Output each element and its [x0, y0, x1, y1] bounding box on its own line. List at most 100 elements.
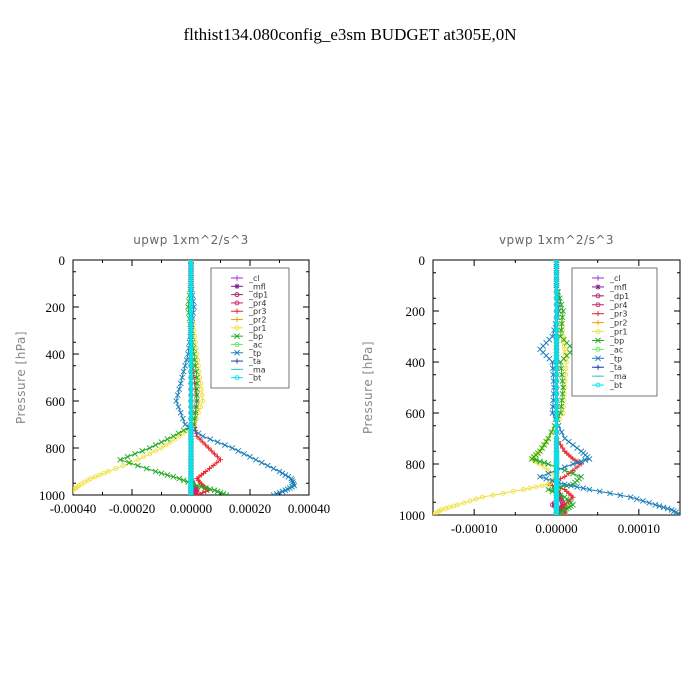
series-point [677, 512, 680, 515]
series-point [554, 295, 559, 301]
y-axis-label: Pressure [hPa] [14, 331, 28, 424]
series-point [554, 302, 559, 308]
series-point [627, 494, 634, 501]
series-point [276, 489, 283, 495]
series-point [252, 456, 259, 463]
series-point [153, 448, 159, 454]
series-point [188, 470, 194, 476]
legend-marker [595, 337, 601, 344]
legend-marker [234, 375, 240, 381]
series-point [247, 453, 253, 460]
series-point [120, 463, 126, 469]
series-point [562, 474, 568, 480]
vpwp-panel: vpwp 1xm^2/s^3 Pressure [hPa] 0 200 400 600 80… [361, 233, 681, 536]
series-point [537, 458, 543, 465]
series-point [188, 263, 194, 269]
legend-label: _pr4 [609, 301, 627, 310]
series-point [559, 378, 566, 385]
series-point [561, 464, 568, 471]
legend-label: _bp [248, 332, 263, 341]
series-point [652, 501, 659, 508]
series-point [473, 496, 479, 502]
y-tick-label: 400 [46, 347, 66, 362]
series-point [282, 472, 289, 478]
series-point [196, 369, 202, 375]
series-point [554, 467, 559, 473]
series-point [554, 480, 559, 485]
series-point [199, 433, 206, 440]
legend-label: _dp1 [248, 291, 268, 300]
legend-label: _mfl [248, 282, 266, 291]
series-point [195, 363, 201, 369]
series-point [548, 429, 555, 436]
series-point [559, 314, 566, 321]
series-point [545, 461, 552, 467]
series-point [554, 404, 559, 410]
series-point [554, 439, 559, 445]
series-point [198, 380, 204, 386]
series-point [554, 461, 559, 467]
series-point [537, 473, 543, 480]
legend-label: _tp [248, 349, 261, 358]
series-point [188, 357, 194, 363]
series-point [640, 498, 646, 504]
series-point [210, 463, 216, 469]
series-point [270, 465, 277, 472]
series-point [183, 356, 190, 363]
legend-label: _cl [609, 274, 621, 283]
legend-marker [595, 302, 601, 308]
legend-marker [234, 308, 240, 314]
series-point [554, 308, 559, 314]
y-tick-label: 1000 [399, 508, 425, 523]
series-point [561, 343, 567, 349]
legend-label: _pr3 [609, 310, 627, 319]
series-point [179, 374, 186, 381]
series-point [188, 275, 194, 281]
x-tick-label: 0.00000 [170, 501, 212, 516]
legend-label: _pr2 [609, 319, 627, 328]
series-point [527, 485, 533, 491]
series-point [143, 465, 150, 472]
series-point [170, 433, 177, 440]
legend-label: _cl [248, 274, 260, 283]
series-point [188, 427, 194, 433]
x-tick-label: 0.00040 [288, 501, 330, 516]
series-point [563, 359, 569, 365]
series-point [554, 334, 559, 339]
series-point [557, 359, 564, 365]
series-point [188, 316, 194, 322]
series-point [554, 359, 559, 365]
series-point [521, 487, 527, 492]
series-point [554, 436, 559, 441]
series-point [65, 493, 69, 497]
series-point [188, 492, 194, 495]
series-point [554, 337, 559, 343]
series-point [586, 455, 593, 462]
series-point [570, 467, 576, 473]
series-point [105, 469, 111, 474]
series-point [565, 438, 572, 445]
legend-marker [234, 349, 240, 356]
series-point [211, 487, 218, 494]
series-point [675, 510, 680, 515]
series-point [558, 429, 565, 436]
series-point [563, 372, 569, 378]
series-point [124, 453, 131, 460]
series-point [554, 442, 559, 448]
series-point [175, 403, 182, 410]
series-point [554, 512, 559, 515]
y-tick-label: 400 [406, 355, 426, 370]
series-point [217, 489, 224, 495]
series-point [188, 448, 194, 454]
series-point [214, 460, 220, 466]
series-point [188, 445, 194, 451]
series-point [188, 474, 194, 480]
series-point [188, 398, 194, 404]
legend-label: _ac [609, 345, 623, 354]
series-point [152, 442, 159, 448]
series-point [559, 390, 566, 397]
series-point [554, 327, 559, 333]
series-point [582, 457, 589, 464]
series-point [193, 386, 200, 393]
series-point [164, 472, 171, 478]
